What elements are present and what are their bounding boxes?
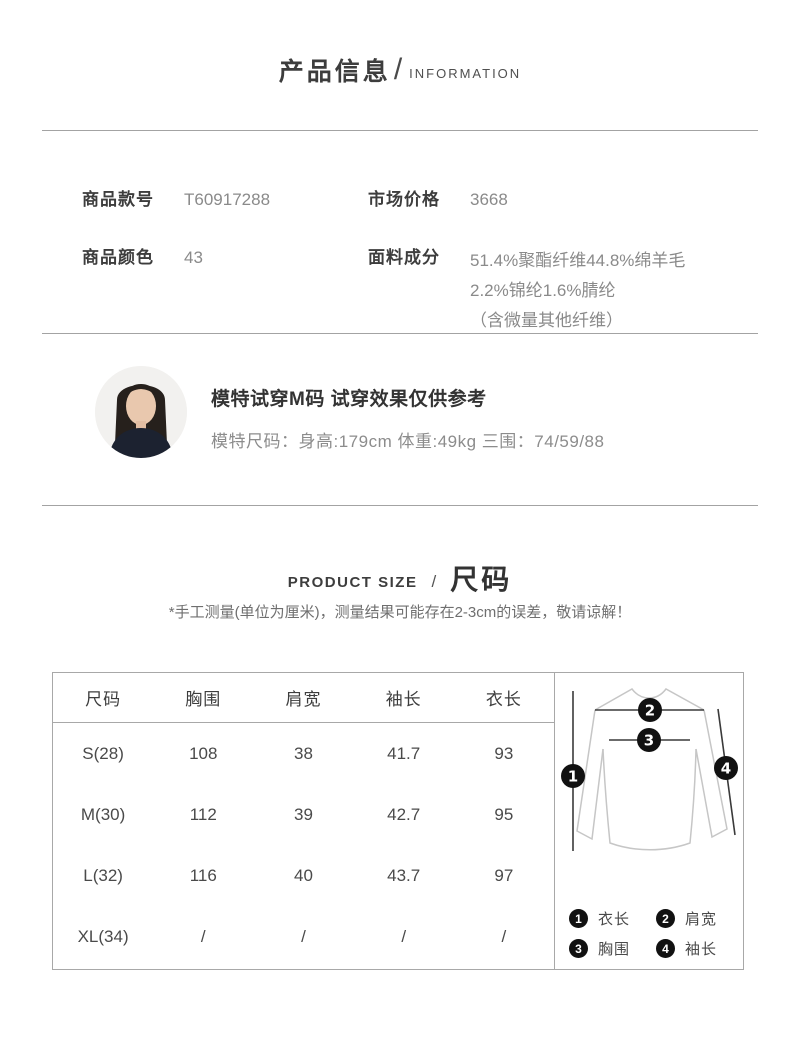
header-sleeve: 袖长	[385, 690, 422, 709]
size-title-en: PRODUCT SIZE	[287, 573, 418, 591]
divider	[42, 505, 758, 506]
table-row: L(32) 116 40 43.7 97	[53, 845, 554, 906]
diagram-num-1: 1	[568, 768, 578, 786]
legend-item-sleeve: 4 袖长	[656, 938, 734, 959]
cell-sleeve: 43.7	[387, 865, 421, 885]
cell-shoulder: 39	[294, 804, 313, 824]
model-section: 模特试穿M码 试穿效果仅供参考 模特尺码：身高:179cm 体重:49kg 三围…	[95, 366, 604, 458]
title-slash: /	[393, 53, 403, 86]
legend-label-length: 衣长	[598, 911, 631, 928]
cell-sleeve: 42.7	[387, 804, 421, 824]
header-bust: 胸围	[185, 690, 222, 709]
size-title-cn: 尺码	[450, 564, 513, 595]
cell-length: 97	[494, 865, 514, 885]
table-row: XL(34) / / / /	[53, 906, 554, 967]
header-size: 尺码	[85, 690, 122, 709]
diagram-num-3: 3	[644, 732, 654, 750]
table-row: S(28) 108 38 41.7 93	[53, 723, 554, 784]
legend-num-3: 3	[569, 939, 588, 958]
item-number-value: T60917288	[184, 190, 271, 209]
cell-size: M(30)	[80, 804, 126, 824]
legend-label-sleeve: 袖长	[685, 941, 718, 958]
shirt-diagram: 1 2 3 4	[561, 688, 738, 851]
cell-size: S(28)	[82, 743, 124, 763]
cell-sleeve: 41.7	[387, 743, 421, 763]
cell-sleeve: /	[401, 926, 407, 946]
legend-item-length: 1 衣长	[569, 908, 647, 929]
fabric-row: 面料成分 51.4%聚酯纤维44.8%绵羊毛 2.2%锦纶1.6%腈纶 （含微量…	[368, 246, 758, 336]
legend-num-2: 2	[656, 909, 675, 928]
cell-shoulder: /	[301, 926, 306, 946]
legend-item-bust: 3 胸围	[569, 938, 647, 959]
header-length: 衣长	[485, 690, 522, 709]
divider	[42, 130, 758, 131]
cell-size: L(32)	[83, 865, 123, 885]
cell-bust: /	[200, 926, 206, 946]
measurement-note: *手工测量(单位为厘米)，测量结果可能存在2-3cm的误差，敬请谅解！	[168, 604, 632, 621]
size-table: 尺码 胸围 肩宽 袖长 衣长 S(28) 108 38 41.7 93 M(30…	[53, 673, 554, 969]
legend-num-4: 4	[656, 939, 675, 958]
page-title-en: INFORMATION	[409, 65, 522, 81]
legend-label-shoulder: 肩宽	[685, 911, 718, 928]
color-label: 商品颜色	[82, 248, 154, 267]
legend-label-bust: 胸围	[598, 941, 631, 958]
cell-shoulder: 38	[294, 743, 313, 763]
fabric-label: 面料成分	[368, 248, 440, 267]
price-row: 市场价格 3668	[368, 188, 758, 212]
page-title: 产品信息 / INFORMATION	[0, 52, 800, 88]
garment-measurement-diagram: 1 2 3 4 1 衣长 2 肩宽	[554, 673, 744, 969]
cell-bust: 108	[189, 743, 218, 763]
item-number-label: 商品款号	[82, 190, 154, 209]
cell-length: 93	[494, 743, 514, 763]
color-row: 商品颜色 43	[82, 246, 362, 270]
fabric-line-1: 51.4%聚酯纤维44.8%绵羊毛	[470, 251, 686, 270]
fabric-line-2: 2.2%锦纶1.6%腈纶	[470, 281, 616, 300]
cell-size: XL(34)	[77, 926, 129, 946]
table-row: M(30) 112 39 42.7 95	[53, 784, 554, 845]
model-avatar-image	[95, 366, 187, 458]
diagram-num-2: 2	[645, 702, 655, 720]
diagram-num-4: 4	[721, 760, 731, 778]
model-stats: 模特尺码：身高:179cm 体重:49kg 三围：74/59/88	[211, 432, 605, 451]
cell-length: /	[501, 926, 507, 946]
header-shoulder: 肩宽	[285, 690, 322, 709]
page-title-cn: 产品信息	[278, 58, 391, 86]
cell-bust: 112	[189, 804, 217, 824]
size-table-header-row: 尺码 胸围 肩宽 袖长 衣长	[53, 673, 554, 723]
model-avatar	[95, 366, 187, 458]
model-fit-note: 模特试穿M码 试穿效果仅供参考	[211, 389, 487, 410]
divider	[42, 333, 758, 334]
item-number-row: 商品款号 T60917288	[82, 188, 362, 212]
legend-num-1: 1	[569, 909, 588, 928]
size-title-slash: /	[431, 572, 437, 591]
cell-shoulder: 40	[294, 865, 313, 885]
size-section-title: PRODUCT SIZE / 尺码	[0, 558, 800, 598]
measurement-legend: 1 衣长 2 肩宽 3 胸围 4 袖长	[569, 899, 734, 959]
price-label: 市场价格	[368, 190, 440, 209]
fabric-value: 51.4%聚酯纤维44.8%绵羊毛 2.2%锦纶1.6%腈纶 （含微量其他纤维）	[470, 246, 685, 336]
cell-length: 95	[494, 804, 514, 824]
cell-bust: 116	[189, 865, 217, 885]
fabric-line-3: （含微量其他纤维）	[470, 311, 623, 330]
color-value: 43	[184, 248, 203, 267]
price-value: 3668	[470, 190, 508, 209]
size-chart-box: 尺码 胸围 肩宽 袖长 衣长 S(28) 108 38 41.7 93 M(30…	[52, 672, 744, 970]
legend-item-shoulder: 2 肩宽	[656, 908, 734, 929]
